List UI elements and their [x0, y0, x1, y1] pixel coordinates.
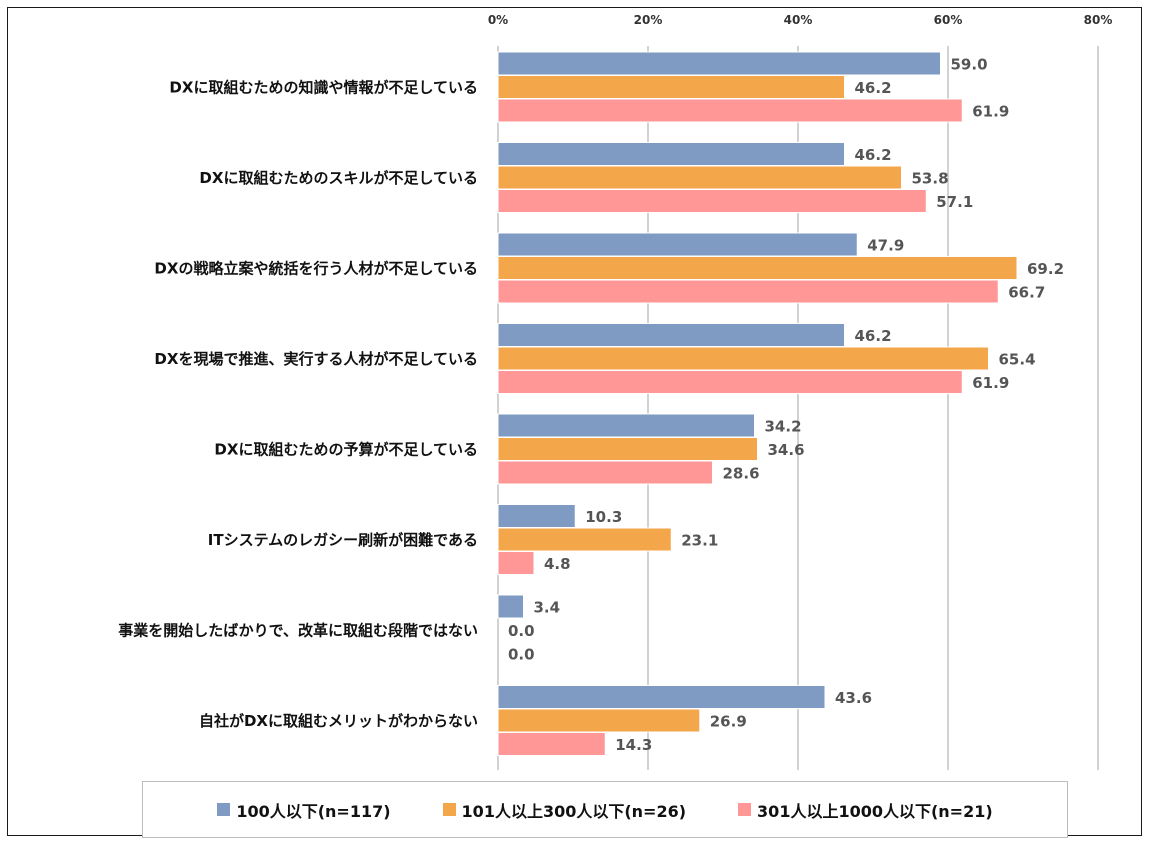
category-label: 自社がDXに取組むメリットがわからない: [199, 712, 478, 730]
bar-series-1: [497, 685, 826, 709]
data-label: 0.0: [508, 646, 535, 664]
x-tick-label: 20%: [634, 13, 663, 27]
data-label: 69.2: [1027, 260, 1064, 278]
bar-series-1: [497, 51, 941, 76]
bar-series-3: [497, 189, 927, 213]
data-label: 23.1: [681, 532, 718, 550]
data-label: 34.6: [768, 441, 805, 459]
data-label: 46.2: [855, 79, 892, 97]
data-label: 4.8: [544, 555, 571, 573]
category-label: DXに取組むための知識や情報が不足している: [169, 78, 478, 96]
bar-series-2: [497, 708, 701, 733]
bar-series-3: [497, 551, 535, 575]
category-label: DXに取組むための予算が不足している: [214, 440, 478, 458]
data-label: 26.9: [710, 713, 747, 731]
data-labels: 59.0 46.2 61.9 46.2 53.8 57.1 47.9 69.2 66.7 46.2…: [508, 56, 1064, 755]
data-label: 3.4: [534, 599, 561, 617]
x-axis-ticks: 0% 20% 40% 60% 80%: [488, 13, 1113, 27]
data-label: 61.9: [972, 103, 1009, 121]
bars: [497, 51, 1018, 756]
legend-swatch-series-2: [442, 803, 456, 816]
bar-series-1: [497, 504, 576, 528]
legend-label-series-1: 100人以下(n=117): [236, 801, 391, 821]
legend: 100人以下(n=117) 101人以上300人以下(n=26) 301人以上1…: [142, 781, 1068, 838]
bar-series-1: [497, 323, 845, 347]
bar-series-3: [497, 98, 963, 123]
legend-item-series-3: 301人以上1000人以下(n=21): [738, 798, 993, 822]
bar-series-3: [497, 279, 999, 304]
data-label: 0.0: [508, 622, 535, 640]
category-label: DXを現場で推進、実行する人材が不足している: [154, 350, 478, 368]
x-tick-label: 40%: [784, 13, 813, 27]
bar-series-1: [497, 413, 755, 438]
legend-label-series-3: 301人以上1000人以下(n=21): [757, 801, 993, 821]
bar-series-2: [497, 256, 1018, 280]
data-label: 43.6: [835, 689, 872, 707]
bar-chart: 0% 20% 40% 60% 80% DXに取組むための知識や情報が不足しているDXに取…: [118, 13, 1113, 770]
legend-swatch-series-3: [738, 803, 752, 816]
data-label: 34.2: [765, 418, 802, 436]
category-label: DXに取組むためのスキルが不足している: [199, 169, 478, 187]
x-tick-label: 0%: [488, 13, 508, 27]
data-label: 47.9: [867, 237, 904, 255]
x-tick-label: 80%: [1084, 13, 1113, 27]
bar-series-2: [497, 437, 758, 461]
data-label: 65.4: [999, 351, 1036, 369]
data-label: 10.3: [585, 508, 622, 526]
bar-series-3: [497, 732, 606, 756]
legend-label-series-2: 101人以上300人以下(n=26): [461, 801, 687, 821]
category-label: DXの戦略立案や統括を行う人材が不足している: [154, 259, 478, 277]
data-label: 53.8: [912, 170, 949, 188]
data-label: 57.1: [936, 193, 973, 211]
category-label: 事業を開始したばかりで、改革に取組む段階ではない: [118, 621, 478, 639]
legend-swatch-series-1: [217, 803, 231, 816]
bar-series-3: [497, 370, 963, 394]
bar-series-1: [497, 232, 858, 257]
data-label: 61.9: [972, 374, 1009, 392]
data-label: 66.7: [1008, 284, 1045, 302]
bar-series-1: [497, 594, 524, 619]
bar-series-2: [497, 527, 672, 552]
data-label: 46.2: [855, 146, 892, 164]
bar-series-2: [497, 165, 902, 190]
legend-item-series-1: 100人以下(n=117): [217, 798, 391, 822]
bar-series-2: [497, 346, 989, 371]
data-label: 59.0: [951, 56, 988, 74]
bar-series-1: [497, 142, 845, 166]
bar-series-2: [497, 75, 845, 99]
data-label: 14.3: [615, 736, 652, 754]
bar-series-3: [497, 460, 713, 485]
category-label: ITシステムのレガシー刷新が困難である: [208, 531, 478, 549]
data-label: 28.6: [723, 465, 760, 483]
data-label: 46.2: [855, 327, 892, 345]
x-tick-label: 60%: [934, 13, 963, 27]
legend-item-series-2: 101人以上300人以下(n=26): [442, 798, 687, 822]
category-labels: DXに取組むための知識や情報が不足している DXに取組むためのスキルが不足している…: [118, 78, 478, 730]
chart-frame: 0% 20% 40% 60% 80% DXに取組むための知識や情報が不足している DXに取…: [7, 7, 1142, 838]
